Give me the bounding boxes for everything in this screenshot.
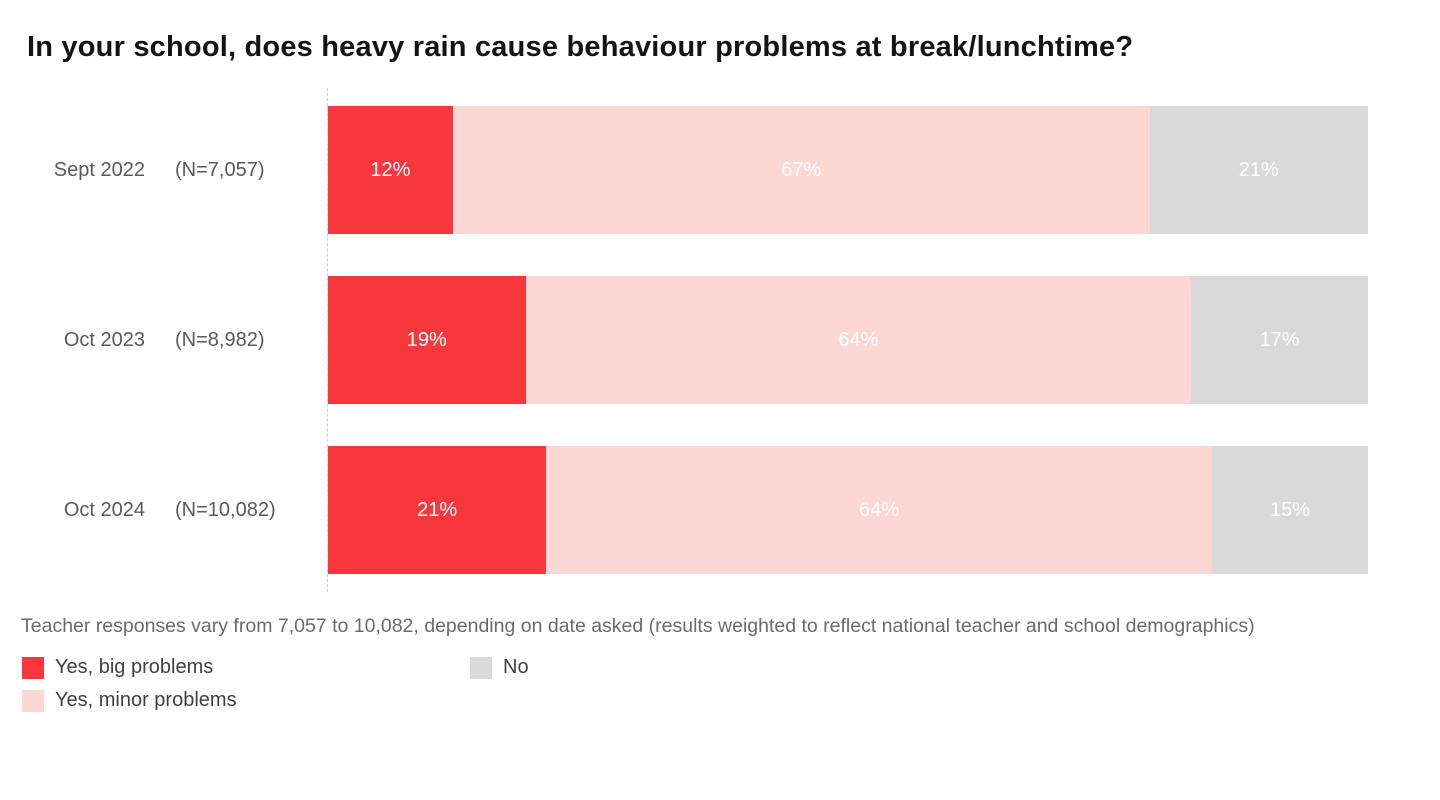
segment-yes-minor-problems: 64% (546, 446, 1212, 574)
segment-yes-minor-problems: 64% (525, 276, 1192, 404)
legend-label: No (503, 656, 529, 678)
legend-item-yes-minor-problems: Yes, minor problems (22, 689, 470, 712)
sample-size-label: (N=7,057) (175, 158, 265, 181)
bar-row-sept-2022: Sept 2022 (N=7,057) 12% 67% 21% (0, 106, 1368, 234)
sample-size-label: (N=8,982) (175, 328, 265, 351)
chart-title: In your school, does heavy rain cause be… (27, 31, 1134, 63)
segment-value-label: 67% (781, 158, 822, 181)
segment-yes-big-problems: 12% (328, 106, 453, 234)
segment-no: 17% (1191, 276, 1368, 404)
legend-label: Yes, minor problems (55, 689, 237, 711)
footnote: Teacher responses vary from 7,057 to 10,… (21, 615, 1255, 637)
legend-item-no: No (470, 656, 1440, 679)
legend: Yes, big problems No Yes, minor problems (22, 656, 1440, 712)
segment-no: 21% (1149, 106, 1368, 234)
segment-no: 15% (1211, 446, 1368, 574)
segment-value-label: 17% (1259, 328, 1300, 351)
category-label: Sept 2022 (53, 158, 145, 181)
segment-value-label: 19% (406, 328, 447, 351)
legend-item-yes-big-problems: Yes, big problems (22, 656, 470, 679)
page: In your school, does heavy rain cause be… (0, 28, 1440, 800)
row-label: Sept 2022 (N=7,057) (0, 106, 328, 234)
segment-value-label: 64% (838, 328, 879, 351)
bar-row-oct-2023: Oct 2023 (N=8,982) 19% 64% 17% (0, 276, 1368, 404)
row-label: Oct 2023 (N=8,982) (0, 276, 328, 404)
segment-value-label: 21% (417, 498, 458, 521)
stacked-bar-chart: Sept 2022 (N=7,057) 12% 67% 21% Oct 2023… (0, 88, 1368, 592)
row-label: Oct 2024 (N=10,082) (0, 446, 328, 574)
bar-track: 19% 64% 17% (328, 276, 1368, 404)
bar-track: 21% 64% 15% (328, 446, 1368, 574)
segment-yes-minor-problems: 67% (452, 106, 1150, 234)
category-label: Oct 2024 (63, 498, 145, 521)
legend-swatch-no-icon (470, 656, 492, 679)
sample-size-label: (N=10,082) (175, 498, 276, 521)
baseline-dotted-line (327, 88, 328, 592)
segment-value-label: 64% (859, 498, 900, 521)
category-label: Oct 2023 (63, 328, 145, 351)
legend-swatch-yes-big-icon (22, 656, 44, 679)
bar-row-oct-2024: Oct 2024 (N=10,082) 21% 64% 15% (0, 446, 1368, 574)
segment-value-label: 15% (1269, 498, 1310, 521)
segment-value-label: 21% (1238, 158, 1279, 181)
segment-yes-big-problems: 21% (328, 446, 547, 574)
segment-yes-big-problems: 19% (328, 276, 526, 404)
bar-track: 12% 67% 21% (328, 106, 1368, 234)
legend-swatch-yes-minor-icon (22, 689, 44, 712)
legend-label: Yes, big problems (55, 656, 214, 678)
segment-value-label: 12% (370, 158, 411, 181)
